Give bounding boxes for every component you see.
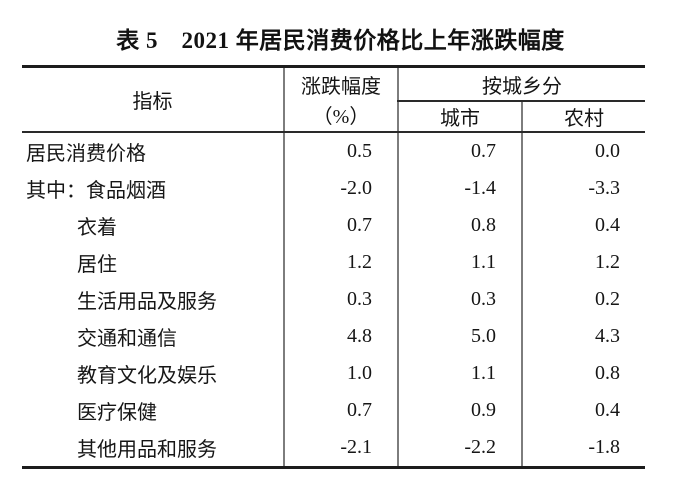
row-rural-value: 0.8 [521, 355, 645, 392]
row-urban-value: 0.9 [397, 392, 522, 429]
header-by-region: 按城乡分 [397, 66, 645, 102]
header-rural: 农村 [521, 101, 645, 133]
row-rural-value: 0.4 [521, 392, 645, 429]
row-urban-value: 0.8 [397, 207, 522, 244]
header-row-1: 指标 涨跌幅度 （%） 按城乡分 [22, 66, 645, 133]
row-label: 生活用品及服务 [77, 291, 217, 313]
row-change-value: 1.0 [283, 355, 398, 392]
row-label: 交通和通信 [77, 328, 177, 350]
table-row: 交通和通信 4.8 5.0 4.3 [22, 318, 645, 355]
table-row: 衣着 0.7 0.8 0.4 [22, 207, 645, 244]
row-label: 医疗保健 [77, 402, 157, 424]
row-rural-value: 1.2 [521, 244, 645, 281]
row-urban-value: -2.2 [397, 429, 522, 468]
table-row: 居民消费价格 0.5 0.7 0.0 [22, 132, 645, 170]
table-row: 教育文化及娱乐 1.0 1.1 0.8 [22, 355, 645, 392]
row-change-value: 0.3 [283, 281, 398, 318]
row-change-value: 1.2 [283, 244, 398, 281]
row-change-value: 0.5 [283, 132, 398, 170]
row-rural-value: 0.0 [521, 132, 645, 170]
row-urban-value: 1.1 [397, 355, 522, 392]
header-change: 涨跌幅度 （%） [283, 66, 398, 133]
header-change-label: 涨跌幅度 [301, 76, 381, 98]
table-row: 其中：食品烟酒 -2.0 -1.4 -3.3 [22, 170, 645, 207]
row-change-value: 0.7 [283, 392, 398, 429]
row-label: 衣着 [77, 217, 117, 239]
row-label: 教育文化及娱乐 [77, 365, 217, 387]
row-label: 其中：食品烟酒 [26, 180, 166, 202]
table-header: 指标 涨跌幅度 （%） 按城乡分 城市 农村 [22, 66, 645, 133]
row-label: 其他用品和服务 [77, 439, 217, 461]
row-urban-value: -1.4 [397, 170, 522, 207]
row-urban-value: 0.7 [397, 132, 522, 170]
row-change-value: -2.1 [283, 429, 398, 468]
row-rural-value: 4.3 [521, 318, 645, 355]
header-change-unit: （%） [312, 106, 370, 128]
row-rural-value: -3.3 [521, 170, 645, 207]
row-label: 居住 [77, 254, 117, 276]
row-rural-value: -1.8 [521, 429, 645, 468]
row-label: 居民消费价格 [26, 143, 146, 165]
header-urban: 城市 [397, 101, 522, 133]
row-urban-value: 5.0 [397, 318, 522, 355]
table-body: 居民消费价格 0.5 0.7 0.0 其中：食品烟酒 -2.0 -1.4 -3.… [22, 132, 645, 468]
row-change-value: -2.0 [283, 170, 398, 207]
table-row: 生活用品及服务 0.3 0.3 0.2 [22, 281, 645, 318]
table-row: 居住 1.2 1.1 1.2 [22, 244, 645, 281]
row-urban-value: 1.1 [397, 244, 522, 281]
header-indicator: 指标 [22, 66, 284, 133]
table-row: 其他用品和服务 -2.1 -2.2 -1.8 [22, 429, 645, 468]
table-row: 医疗保健 0.7 0.9 0.4 [22, 392, 645, 429]
row-change-value: 0.7 [283, 207, 398, 244]
row-rural-value: 0.2 [521, 281, 645, 318]
page-title: 表 5 2021 年居民消费价格比上年涨跌幅度 [116, 28, 565, 53]
row-rural-value: 0.4 [521, 207, 645, 244]
row-urban-value: 0.3 [397, 281, 522, 318]
cpi-table: 指标 涨跌幅度 （%） 按城乡分 城市 农村 居民消费价格 0.5 0.7 0.… [22, 65, 645, 469]
row-change-value: 4.8 [283, 318, 398, 355]
header-row-2: 城市 农村 [22, 101, 645, 133]
